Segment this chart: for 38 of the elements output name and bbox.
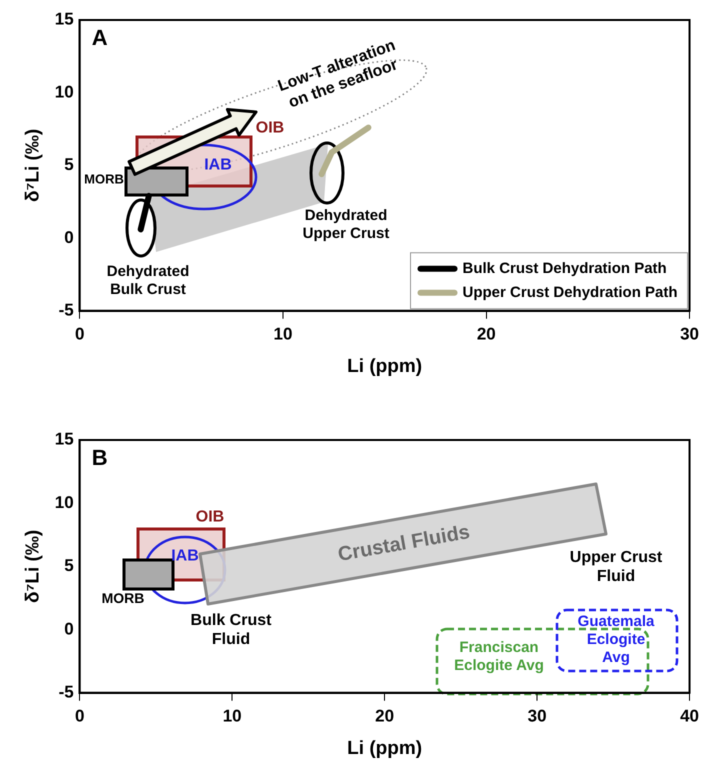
y-tick-label: 5 [64,556,74,576]
annotation: OIB [196,508,224,526]
annotation: MORB [84,172,124,187]
y-tick-label: 10 [54,82,74,102]
x-tick-label: 20 [476,324,496,344]
y-tick-label: -5 [58,300,74,320]
y-tick-label: 15 [54,10,74,29]
y-tick-label: 5 [64,155,74,174]
x-tick-label: 30 [528,706,547,726]
annotation: MORB [102,590,144,606]
x-tick-label: 30 [680,324,700,344]
annotation: IAB [171,547,199,564]
annotation: IAB [204,156,232,174]
y-tick-label: -5 [58,682,74,702]
annotation: Bulk Crust Fluid [190,612,272,648]
annotation: Crustal Fluids [336,521,472,566]
annotation: Franciscan Eclogite Avg [454,639,544,674]
x-axis-title: Li (ppm) [347,738,422,759]
y-tick-label: 0 [64,619,74,638]
legend-label: Upper Crust Dehydration Path [462,284,678,301]
annotation: Dehydrated Upper Crust [302,207,390,242]
x-tick-label: 10 [274,324,292,344]
x-tick-label: 40 [680,706,700,726]
y-tick-label: 15 [54,430,74,449]
y-axis-title: δ⁷Li (‰) [22,128,44,202]
annotation: Upper Crust Fluid [570,548,663,585]
x-tick-label: 20 [375,706,394,726]
annotation: OIB [256,119,284,136]
y-tick-label: 10 [54,492,74,512]
y-axis-title: δ⁷Li (‰) [22,530,44,603]
annotation: Dehydrated Bulk Crust [106,263,190,298]
annotation: Guatemala Eclogite Avg [578,613,656,666]
chart-title: A [92,25,108,50]
y-tick-label: 0 [64,228,74,247]
x-axis-title: Li (ppm) [347,356,422,377]
legend-label: Bulk Crust Dehydration Path [462,260,667,277]
x-tick-label: 10 [222,706,242,726]
chart-title: B [92,445,108,470]
